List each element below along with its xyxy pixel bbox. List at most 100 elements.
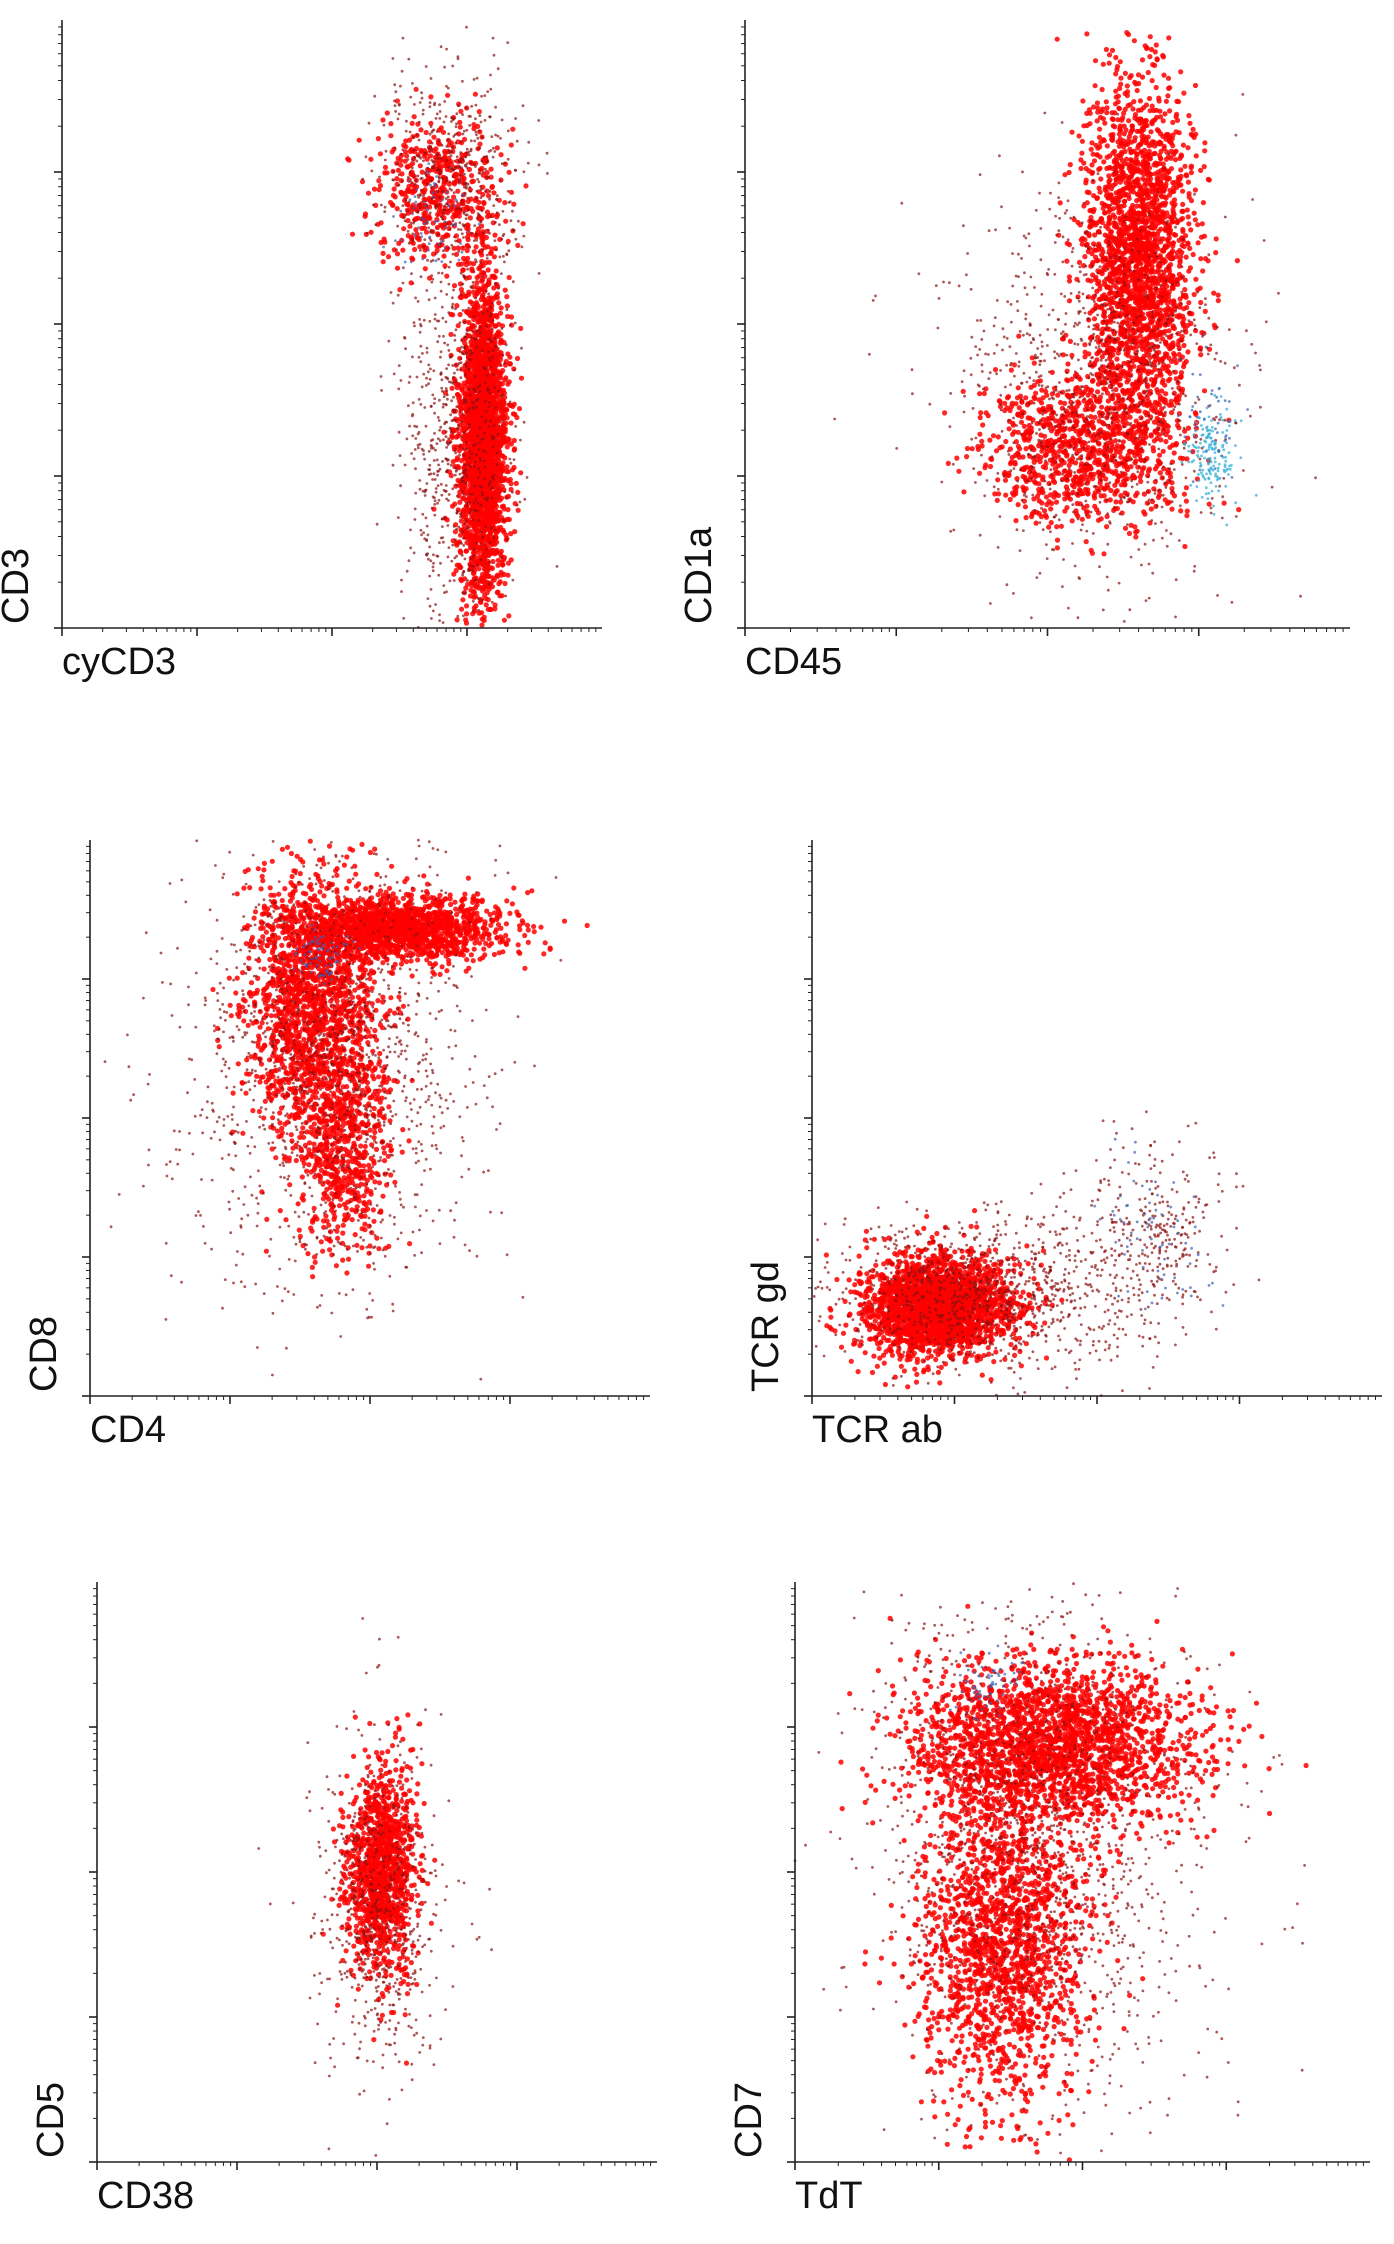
- data-point: [454, 165, 458, 169]
- data-point: [484, 289, 488, 293]
- data-point: [446, 397, 449, 401]
- data-point: [497, 593, 503, 599]
- data-point: [421, 512, 425, 516]
- data-point: [463, 373, 467, 377]
- data-point: [496, 370, 502, 376]
- data-point: [520, 221, 526, 227]
- data-point: [475, 238, 478, 242]
- data-point: [457, 423, 460, 427]
- data-point: [504, 594, 508, 598]
- data-point: [464, 352, 468, 356]
- data-point: [444, 484, 448, 487]
- data-point: [503, 375, 509, 381]
- data-point: [421, 112, 425, 116]
- data-point: [500, 395, 504, 398]
- data-point: [488, 295, 494, 301]
- data-point: [490, 526, 493, 530]
- data-point: [426, 370, 430, 374]
- data-point: [488, 166, 494, 172]
- data-point: [442, 233, 448, 239]
- data-point: [441, 177, 445, 180]
- data-point: [460, 157, 463, 161]
- data-point: [433, 103, 436, 107]
- data-point: [392, 215, 395, 218]
- data-point: [436, 219, 440, 223]
- data-point: [452, 288, 455, 292]
- data-point: [486, 90, 490, 93]
- data-point: [436, 233, 440, 236]
- data-point: [465, 332, 468, 335]
- data-point: [445, 47, 448, 51]
- data-point: [480, 304, 486, 310]
- data-point: [398, 454, 402, 457]
- data-point: [445, 376, 449, 380]
- data-point: [470, 286, 474, 289]
- data-point: [452, 375, 455, 379]
- data-point: [448, 473, 454, 479]
- data-point: [455, 122, 458, 126]
- data-point: [511, 209, 514, 213]
- data-point: [440, 493, 444, 497]
- data-point: [408, 130, 412, 134]
- data-point: [474, 103, 478, 107]
- y-axis-ticks: [54, 26, 62, 629]
- data-point: [546, 172, 549, 175]
- data-point: [445, 145, 449, 148]
- data-point: [397, 430, 401, 434]
- data-point: [496, 477, 502, 483]
- data-point: [428, 94, 434, 100]
- data-point: [522, 234, 526, 238]
- data-point: [480, 349, 484, 353]
- data-point: [465, 166, 469, 169]
- data-point: [439, 45, 443, 49]
- data-point: [491, 36, 495, 40]
- data-point: [474, 558, 480, 564]
- data-point: [449, 413, 452, 417]
- data-point: [433, 313, 437, 316]
- data-point: [458, 261, 465, 267]
- data-point: [476, 385, 480, 389]
- data-point: [420, 533, 423, 537]
- data-point: [425, 524, 429, 528]
- data-point: [431, 134, 437, 140]
- data-point: [471, 609, 475, 613]
- data-point: [1138, 478, 1144, 484]
- data-point: [400, 590, 403, 593]
- data-point: [447, 437, 451, 440]
- data-point: [479, 120, 483, 124]
- data-point: [409, 546, 413, 550]
- data-point: [1178, 167, 1184, 173]
- data-point: [458, 576, 464, 582]
- data-point: [441, 517, 444, 521]
- data-point: [495, 211, 499, 215]
- data-point: [459, 140, 463, 143]
- data-point: [492, 232, 498, 238]
- data-point: [487, 414, 493, 420]
- data-point: [480, 242, 486, 248]
- data-point: [495, 248, 498, 252]
- data-point: [454, 562, 460, 568]
- data-point: [485, 498, 489, 502]
- data-point: [479, 542, 483, 546]
- data-point: [401, 226, 407, 232]
- data-point: [378, 175, 381, 179]
- data-point: [451, 408, 455, 412]
- data-point: [409, 188, 415, 194]
- data-point: [492, 53, 496, 57]
- data-point: [424, 204, 427, 208]
- data-point: [441, 211, 445, 215]
- data-point: [422, 318, 426, 322]
- data-point: [498, 152, 504, 158]
- data-point: [383, 158, 387, 162]
- data-point: [451, 302, 455, 306]
- data-point: [427, 162, 431, 166]
- data-point: [446, 86, 450, 90]
- data-point: [474, 390, 477, 394]
- data-point: [458, 410, 462, 413]
- data-point: [417, 226, 421, 229]
- data-point: [480, 187, 483, 191]
- data-point: [404, 164, 410, 170]
- data-point: [501, 617, 507, 623]
- data-point: [460, 420, 464, 423]
- data-point: [431, 609, 435, 613]
